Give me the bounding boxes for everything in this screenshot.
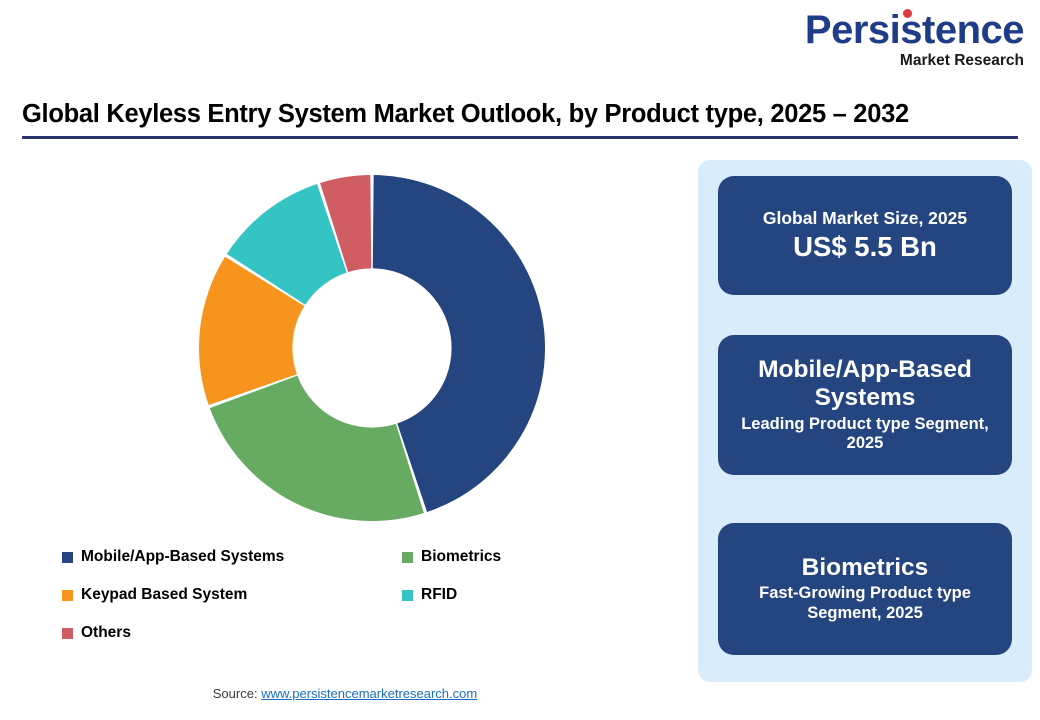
- logo-accent-dot-icon: [902, 9, 912, 18]
- kpi-card-leading-segment: Mobile/App-Based Systems Leading Product…: [718, 335, 1012, 475]
- donut-chart-svg: [198, 175, 546, 521]
- logo-wordmark: Persistence: [804, 8, 1025, 52]
- legend-swatch-icon: [402, 589, 413, 601]
- donut-slice-keypad-based-system[interactable]: [198, 256, 305, 406]
- donut-slice-others[interactable]: [320, 175, 372, 273]
- kpi-card-caption: Leading Product type Segment, 2025: [741, 414, 989, 453]
- legend-label: Biometrics: [421, 548, 502, 565]
- legend-label: RFID: [421, 586, 458, 603]
- kpi-card-value: Biometrics: [801, 554, 929, 581]
- donut-chart: [20, 160, 680, 550]
- legend-row: Others: [62, 624, 662, 662]
- legend-label: Keypad Based System: [81, 586, 248, 603]
- logo-wordmark-text: Persistence: [804, 8, 1025, 52]
- legend-swatch-icon: [402, 551, 413, 563]
- legend-label: Mobile/App-Based Systems: [81, 548, 285, 565]
- kpi-card-label: Global Market Size, 2025: [762, 207, 968, 228]
- donut-slice-biometrics[interactable]: [209, 375, 424, 521]
- donut-slice-group: [198, 175, 546, 521]
- legend-swatch-icon: [62, 627, 73, 639]
- legend-item-keypad-based-system[interactable]: Keypad Based System: [62, 586, 402, 604]
- legend-row: Mobile/App-Based Systems Biometrics: [62, 548, 662, 586]
- page-title: Global Keyless Entry System Market Outlo…: [22, 100, 909, 128]
- kpi-card-fastest-growing-segment: Biometrics Fast-Growing Product type Seg…: [718, 523, 1012, 655]
- kpi-card-value: US$ 5.5 Bn: [793, 230, 937, 262]
- company-logo: Persistence Market Research: [804, 8, 1025, 69]
- kpi-card-caption: Fast-Growing Product type Segment, 2025: [759, 584, 971, 623]
- title-divider: [22, 136, 1018, 139]
- kpi-side-panel: Global Market Size, 2025 US$ 5.5 Bn Mobi…: [698, 160, 1032, 682]
- donut-slice-rfid[interactable]: [226, 183, 347, 305]
- source-footer: Source: www.persistencemarketresearch.co…: [0, 686, 690, 701]
- legend-row: Keypad Based System RFID: [62, 586, 662, 624]
- donut-slice-mobile-app-based-systems[interactable]: [372, 175, 546, 513]
- page-title-block: Global Keyless Entry System Market Outlo…: [22, 100, 1018, 139]
- logo-tagline: Market Research: [899, 52, 1024, 69]
- kpi-card-market-size: Global Market Size, 2025 US$ 5.5 Bn: [718, 176, 1012, 295]
- source-link[interactable]: www.persistencemarketresearch.com: [261, 686, 478, 701]
- source-prefix: Source:: [212, 686, 262, 701]
- legend-swatch-icon: [62, 551, 73, 563]
- legend-swatch-icon: [62, 589, 73, 601]
- legend-label: Others: [81, 624, 131, 641]
- kpi-card-value: Mobile/App-Based Systems: [758, 355, 972, 412]
- legend-item-biometrics[interactable]: Biometrics: [402, 548, 501, 566]
- legend-item-mobile-app-based-systems[interactable]: Mobile/App-Based Systems: [62, 548, 402, 566]
- legend-item-rfid[interactable]: RFID: [402, 586, 457, 604]
- legend-item-others[interactable]: Others: [62, 624, 402, 642]
- chart-legend: Mobile/App-Based Systems Biometrics Keyp…: [62, 548, 662, 662]
